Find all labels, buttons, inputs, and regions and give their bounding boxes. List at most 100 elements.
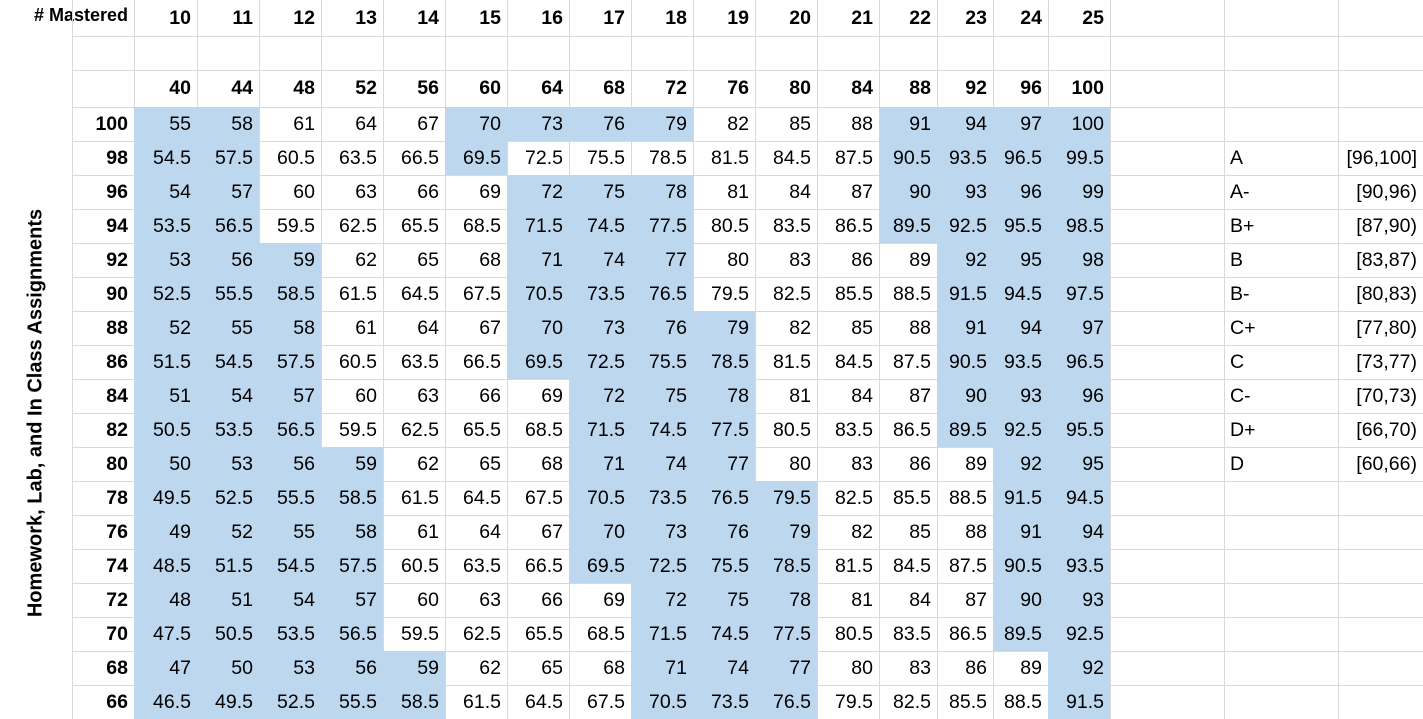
grade-table-cell[interactable]: 87	[851, 180, 873, 203]
mastered-count-header[interactable]: 18	[665, 6, 687, 29]
grade-table-cell[interactable]: 88	[851, 112, 873, 135]
grade-table-cell[interactable]: 80	[851, 656, 873, 679]
grade-table-cell[interactable]: 77.5	[755, 617, 817, 651]
grade-table-cell[interactable]: 96.5	[1048, 345, 1110, 379]
grade-table-cell[interactable]: 89.5	[937, 413, 993, 447]
grade-table-cell[interactable]: 88	[965, 520, 987, 543]
score-column-header[interactable]: 64	[541, 77, 563, 99]
grade-table-cell[interactable]: 52.5	[134, 277, 197, 311]
grade-table-cell[interactable]: 54.5	[134, 141, 197, 175]
grade-table-cell[interactable]: 70	[445, 107, 507, 141]
grade-table-cell[interactable]: 59.5	[277, 214, 315, 237]
grade-table-cell[interactable]: 96.5	[993, 141, 1048, 175]
grade-table-cell[interactable]: 49.5	[134, 481, 197, 515]
grade-table-cell[interactable]: 62	[355, 248, 377, 271]
grade-range[interactable]: [73,77)	[1356, 350, 1417, 373]
score-column-header[interactable]: 60	[479, 77, 501, 99]
grade-table-cell[interactable]: 86.5	[949, 622, 987, 645]
row-score-label[interactable]: 84	[106, 384, 128, 407]
grade-table-cell[interactable]: 50	[134, 447, 197, 481]
grade-table-cell[interactable]: 72.5	[631, 549, 693, 583]
grade-table-cell[interactable]: 72	[569, 379, 631, 413]
grade-table-cell[interactable]: 63.5	[339, 146, 377, 169]
grade-table-cell[interactable]: 60.5	[277, 146, 315, 169]
grade-table-cell[interactable]: 73.5	[693, 685, 755, 719]
grade-table-cell[interactable]: 52	[134, 311, 197, 345]
grade-table-cell[interactable]: 47.5	[134, 617, 197, 651]
grade-table-cell[interactable]: 62	[479, 656, 501, 679]
grade-table-cell[interactable]: 94.5	[1048, 481, 1110, 515]
grade-table-cell[interactable]: 53.5	[134, 209, 197, 243]
grade-table-cell[interactable]: 53	[197, 447, 259, 481]
mastered-count-header[interactable]: 24	[1020, 6, 1042, 29]
grade-letter[interactable]: C+	[1230, 316, 1256, 339]
grade-table-cell[interactable]: 88.5	[893, 282, 931, 305]
grade-table-cell[interactable]: 59	[259, 243, 321, 277]
grade-table-cell[interactable]: 57	[321, 583, 383, 617]
grade-table-cell[interactable]: 61.5	[401, 486, 439, 509]
grade-table-cell[interactable]: 78	[631, 175, 693, 209]
grade-table-cell[interactable]: 56.5	[321, 617, 383, 651]
grade-table-cell[interactable]: 59	[321, 447, 383, 481]
grade-table-cell[interactable]: 73	[569, 311, 631, 345]
grade-table-cell[interactable]: 91.5	[993, 481, 1048, 515]
row-score-label[interactable]: 98	[106, 146, 128, 169]
grade-table-cell[interactable]: 56	[197, 243, 259, 277]
mastered-count-header[interactable]: 15	[479, 6, 501, 29]
grade-table-cell[interactable]: 73.5	[631, 481, 693, 515]
grade-table-cell[interactable]: 75	[569, 175, 631, 209]
grade-table-cell[interactable]: 75	[631, 379, 693, 413]
grade-table-cell[interactable]: 71	[569, 447, 631, 481]
grade-table-cell[interactable]: 75	[693, 583, 755, 617]
grade-table-cell[interactable]: 73	[631, 515, 693, 549]
grade-table-cell[interactable]: 61	[417, 520, 439, 543]
grade-table-cell[interactable]: 61	[293, 112, 315, 135]
grade-table-cell[interactable]: 67.5	[587, 690, 625, 713]
grade-range[interactable]: [60,66)	[1356, 452, 1417, 475]
grade-table-cell[interactable]: 52.5	[197, 481, 259, 515]
mastered-count-header[interactable]: 11	[232, 6, 253, 29]
grade-table-cell[interactable]: 66.5	[525, 554, 563, 577]
row-score-label[interactable]: 94	[106, 214, 128, 237]
grade-table-cell[interactable]: 63	[355, 180, 377, 203]
grade-table-cell[interactable]: 82	[851, 520, 873, 543]
grade-table-cell[interactable]: 57	[197, 175, 259, 209]
grade-table-cell[interactable]: 87.5	[835, 146, 873, 169]
grade-table-cell[interactable]: 67.5	[463, 282, 501, 305]
grade-table-cell[interactable]: 82	[727, 112, 749, 135]
grade-table-cell[interactable]: 93	[937, 175, 993, 209]
grade-table-cell[interactable]: 93.5	[1048, 549, 1110, 583]
grade-letter[interactable]: D	[1230, 452, 1245, 475]
grade-table-cell[interactable]: 77	[693, 447, 755, 481]
grade-table-cell[interactable]: 51.5	[134, 345, 197, 379]
grade-table-cell[interactable]: 58	[259, 311, 321, 345]
grade-table-cell[interactable]: 54.5	[197, 345, 259, 379]
grade-table-cell[interactable]: 58	[197, 107, 259, 141]
grade-table-cell[interactable]: 95.5	[993, 209, 1048, 243]
mastered-count-header[interactable]: 23	[965, 6, 987, 29]
grade-table-cell[interactable]: 76	[631, 311, 693, 345]
grade-table-cell[interactable]: 92	[993, 447, 1048, 481]
grade-table-cell[interactable]: 81	[789, 384, 811, 407]
grade-range[interactable]: [90,96)	[1356, 180, 1417, 203]
grade-table-cell[interactable]: 92.5	[1048, 617, 1110, 651]
grade-table-cell[interactable]: 64.5	[525, 690, 563, 713]
grade-table-cell[interactable]: 69.5	[569, 549, 631, 583]
mastered-count-header[interactable]: 17	[603, 6, 625, 29]
grade-table-cell[interactable]: 72	[631, 583, 693, 617]
grade-table-cell[interactable]: 61.5	[463, 690, 501, 713]
grade-table-cell[interactable]: 67	[417, 112, 439, 135]
grade-table-cell[interactable]: 55.5	[321, 685, 383, 719]
grade-table-cell[interactable]: 64.5	[401, 282, 439, 305]
grade-table-cell[interactable]: 81	[727, 180, 749, 203]
grade-range[interactable]: [83,87)	[1356, 248, 1417, 271]
grade-table-cell[interactable]: 100	[1048, 107, 1110, 141]
row-score-label[interactable]: 82	[106, 418, 128, 441]
grade-table-cell[interactable]: 78	[755, 583, 817, 617]
grade-table-cell[interactable]: 71.5	[569, 413, 631, 447]
grade-table-cell[interactable]: 83	[789, 248, 811, 271]
grade-table-cell[interactable]: 90	[879, 175, 937, 209]
grade-table-cell[interactable]: 62.5	[401, 418, 439, 441]
grade-table-cell[interactable]: 80	[727, 248, 749, 271]
grade-table-cell[interactable]: 92.5	[993, 413, 1048, 447]
